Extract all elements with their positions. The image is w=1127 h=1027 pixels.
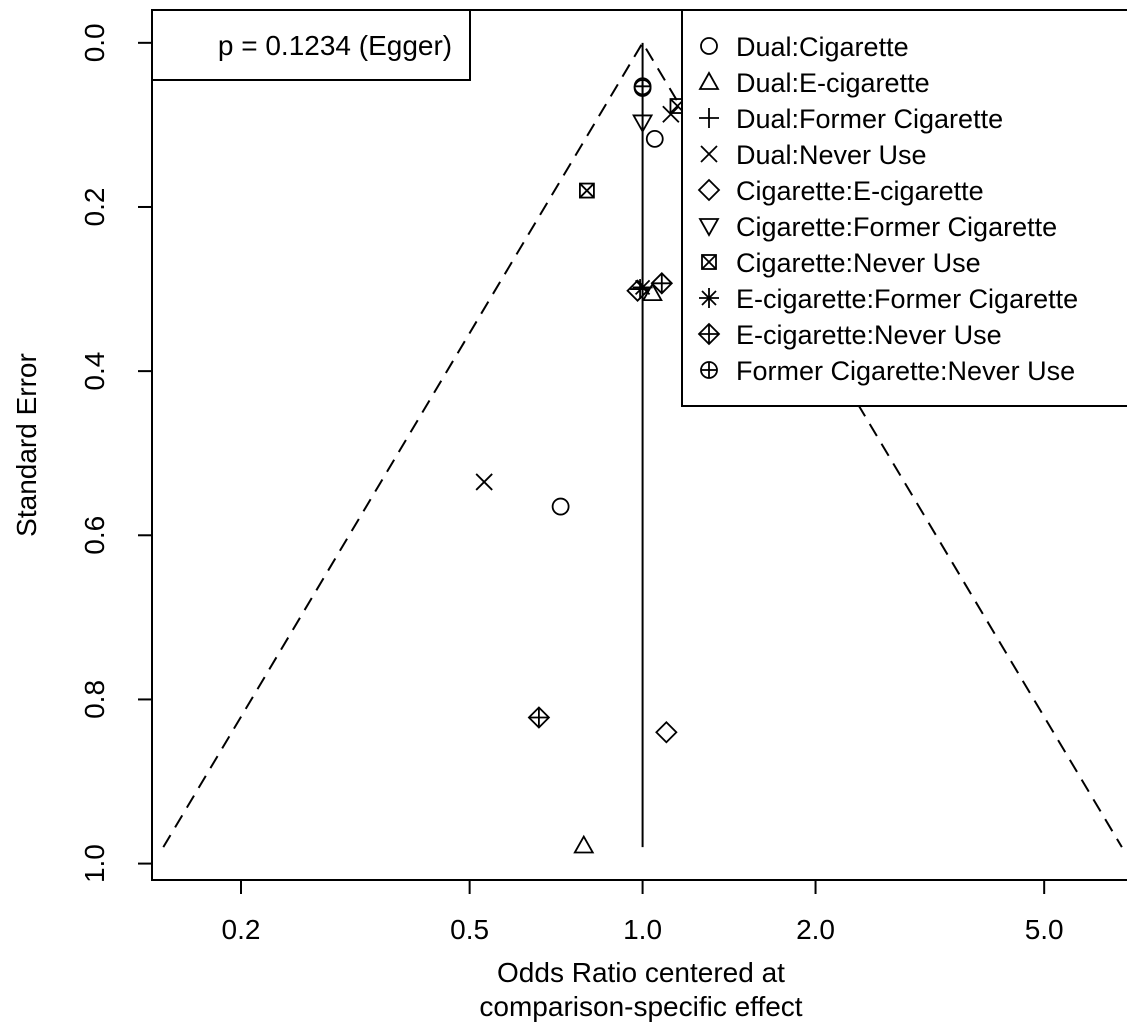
legend-item: Dual:E-cigarette — [698, 68, 930, 98]
legend-item: E-cigarette:Never Use — [697, 320, 1002, 350]
axes: 0.2 0.5 1.0 2.0 5.0 0.0 0.2 0.4 0.6 0.8 1.0 — [79, 23, 1064, 945]
legend-label: Cigarette:E-cigarette — [736, 176, 984, 206]
legend-symbol — [697, 322, 721, 346]
x-tick-label: 0.2 — [222, 914, 261, 945]
legend-symbol — [701, 254, 717, 270]
legend-item: E-cigarette:Former Cigarette — [699, 284, 1078, 314]
legend-item: Cigarette:Former Cigarette — [698, 212, 1057, 242]
y-axis-title: Standard Error — [11, 353, 42, 537]
legend-label: Dual:E-cigarette — [736, 68, 930, 98]
data-point — [645, 129, 664, 148]
legend-item: Dual:Cigarette — [700, 32, 909, 62]
legend-item: Cigarette:Never Use — [701, 248, 981, 278]
legend-label: Dual:Former Cigarette — [736, 104, 1003, 134]
legend-symbol — [699, 108, 719, 128]
data-point — [551, 497, 570, 516]
y-tick-label: 1.0 — [79, 844, 110, 883]
egger-annotation: p = 0.1234 (Egger) — [218, 30, 452, 61]
data-point — [662, 105, 680, 123]
data-point — [632, 277, 653, 298]
legend-label: Cigarette:Former Cigarette — [736, 212, 1057, 242]
y-tick-label: 0.4 — [79, 352, 110, 391]
x-tick-label: 5.0 — [1025, 914, 1064, 945]
x-axis-title: Odds Ratio centered at comparison-specif… — [479, 957, 802, 1022]
data-point — [632, 114, 654, 134]
legend-item: Dual:Never Use — [700, 140, 927, 170]
legend-label: Dual:Cigarette — [736, 32, 909, 62]
data-point — [579, 182, 595, 199]
legend-item: Dual:Former Cigarette — [699, 104, 1003, 134]
legend-label: Dual:Never Use — [736, 140, 927, 170]
legend-box — [681, 9, 1127, 407]
y-tick-label: 0.2 — [79, 188, 110, 227]
data-points — [475, 77, 686, 854]
x-tick-label: 0.5 — [450, 914, 489, 945]
data-point — [633, 77, 652, 96]
egger-annotation-box: p = 0.1234 (Egger) — [151, 9, 471, 81]
legend-label: Former Cigarette:Never Use — [736, 356, 1075, 386]
legend-symbol — [700, 37, 718, 55]
legend-symbol — [700, 145, 718, 163]
x-tick-label: 2.0 — [796, 914, 835, 945]
legend-item: Cigarette:E-cigarette — [697, 176, 984, 206]
data-point — [650, 272, 674, 295]
legend-item: Former Cigarette:Never Use — [700, 356, 1075, 386]
x-axis-title-line-1: Odds Ratio centered at — [497, 957, 785, 988]
legend-label: E-cigarette:Former Cigarette — [736, 284, 1078, 314]
data-point — [655, 720, 678, 744]
legend-symbol — [698, 218, 720, 237]
y-tick-label: 0.8 — [79, 680, 110, 719]
legend-symbol — [699, 288, 719, 308]
legend-label: E-cigarette:Never Use — [736, 320, 1002, 350]
legend-label: Cigarette:Never Use — [736, 248, 981, 278]
data-point — [475, 473, 493, 491]
legend-symbol — [698, 71, 720, 90]
data-point — [527, 706, 551, 729]
y-tick-label: 0.6 — [79, 516, 110, 555]
x-axis-title-line-2: comparison-specific effect — [479, 991, 802, 1022]
legend-symbol — [697, 178, 721, 202]
legend: Dual:Cigarette Dual:E-cigarette Dual:Forme… — [681, 9, 1127, 407]
x-tick-label: 1.0 — [623, 914, 662, 945]
y-tick-label: 0.0 — [79, 23, 110, 62]
funnel-boundary — [162, 40, 1123, 848]
data-point — [573, 834, 595, 854]
legend-symbol — [700, 361, 718, 379]
